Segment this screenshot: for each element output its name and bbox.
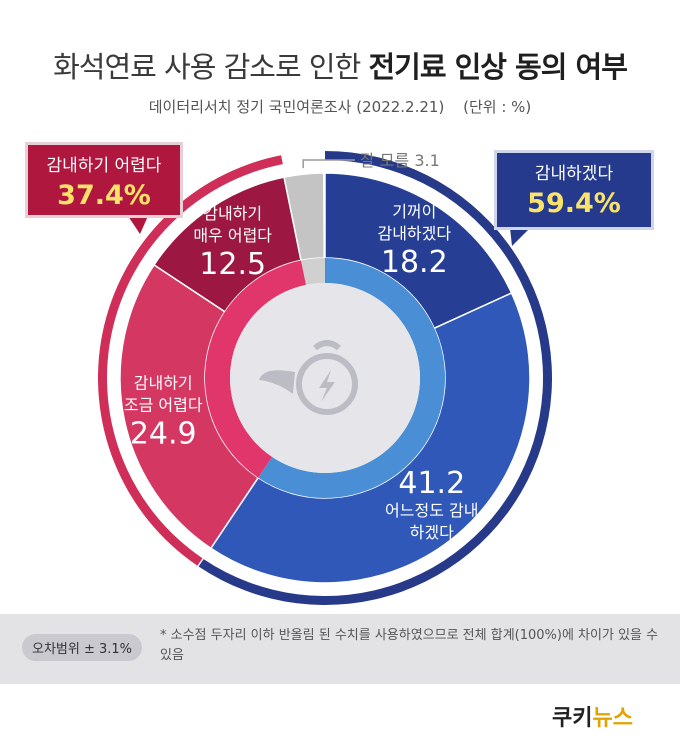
- callout-bearable-label: 감내하겠다: [534, 164, 614, 184]
- subtitle-source: 데이터리서치 정기 국민여론조사 (2022.2.21): [148, 98, 445, 116]
- logo-accent: 뉴스: [592, 706, 633, 731]
- slice-value-1: 41.2: [398, 466, 465, 501]
- slice-label-4: 잘 모름 3.1: [360, 151, 440, 170]
- margin-of-error-badge: 오차범위 ± 3.1%: [22, 634, 143, 661]
- callout-bearable-pointer: [510, 228, 530, 246]
- footer-panel: 오차범위 ± 3.1% * 소수점 두자리 이하 반올림 된 수치를 사용하였으…: [0, 614, 680, 684]
- slice-value-3: 12.5: [199, 247, 266, 282]
- subtitle-unit: (단위 : %): [463, 98, 532, 116]
- slice-value-2: 24.9: [130, 416, 197, 451]
- inner-ring-bearable: [258, 258, 445, 498]
- title-regular: 화석연료 사용 감소로 인한: [53, 50, 361, 84]
- slice-2: [119, 263, 260, 550]
- slice-label-0: 기꺼이: [392, 202, 436, 221]
- callout-difficult: 감내하기 어렵다 37.4%: [25, 142, 183, 218]
- wing-icon: [259, 370, 295, 394]
- money-bag-tie-icon: [313, 340, 341, 351]
- callout-difficult-label: 감내하기 어렵다: [46, 156, 162, 176]
- slice-label-1: 하겠다: [410, 523, 454, 542]
- logo-main: 쿠키: [552, 706, 593, 731]
- brand-logo: 쿠키뉴스: [552, 700, 633, 732]
- unknown-leader-line: [302, 159, 355, 169]
- slice-label-2: 감내하기: [134, 373, 193, 392]
- callout-bearable: 감내하겠다 59.4%: [494, 150, 654, 230]
- chart-subtitle: 데이터리서치 정기 국민여론조사 (2022.2.21) (단위 : %): [0, 96, 680, 117]
- inner-ring-unknown: [301, 258, 325, 285]
- inner-ring-difficult: [204, 260, 307, 478]
- donut-center: [230, 283, 420, 473]
- slice-label-1: 어느정도 감내: [385, 501, 478, 520]
- lightning-icon: [319, 370, 335, 402]
- money-bag-icon: [296, 353, 358, 415]
- slice-label-2: 조금 어렵다: [124, 395, 203, 414]
- slice-label-3: 감내하기: [203, 204, 262, 223]
- callout-bearable-value: 59.4%: [527, 188, 621, 219]
- callout-difficult-pointer: [128, 216, 148, 234]
- callout-difficult-value: 37.4%: [57, 180, 151, 211]
- slice-label-3: 매우 어렵다: [193, 226, 272, 245]
- slice-label-0: 감내하겠다: [377, 224, 451, 243]
- footnote: * 소수점 두자리 이하 반올림 된 수치를 사용하였으므로 전체 합계(100…: [160, 628, 659, 663]
- slice-value-0: 18.2: [381, 245, 448, 280]
- chart-title: 화석연료 사용 감소로 인한 전기료 인상 동의 여부: [0, 44, 680, 86]
- title-bold: 전기료 인상 동의 여부: [368, 50, 627, 84]
